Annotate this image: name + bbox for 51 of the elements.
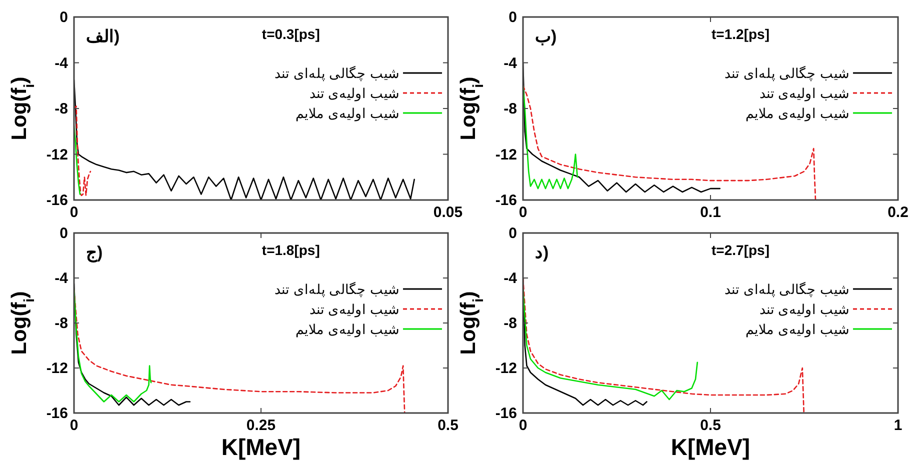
y-tick-label: -12 <box>46 146 68 164</box>
legend-label: شیب چگالی پله‌ای تند <box>274 281 400 298</box>
legend-label: شیب اولیه‌ی تند <box>309 86 400 102</box>
x-tick-label: 0.2 <box>888 204 908 221</box>
y-tick-label: -4 <box>504 270 518 287</box>
y-tick-label: -12 <box>46 360 68 377</box>
text: t=2.7[ps] <box>712 242 770 258</box>
y-tick-label: -16 <box>495 405 517 422</box>
y-tick-label: -12 <box>495 360 517 377</box>
y-tick-label: -8 <box>504 100 517 118</box>
y-tick-label: -16 <box>46 192 68 209</box>
annotation: ج) <box>86 243 103 263</box>
y-tick-label: 0 <box>508 9 517 26</box>
annotation: ب) <box>535 27 557 46</box>
annotation: الف) <box>86 27 120 46</box>
legend-label: شیب اولیه‌ی تند <box>759 86 850 102</box>
y-tick-label: -4 <box>504 54 518 72</box>
x-axis-title: K[MeV] <box>221 434 301 460</box>
line-series <box>74 106 92 196</box>
x-tick-label: 0.5 <box>438 417 458 434</box>
x-tick-label: 0.1 <box>700 204 721 221</box>
y-tick-label: 0 <box>60 225 68 242</box>
legend-label: شیب چگالی پله‌ای تند <box>274 65 400 82</box>
y-tick-label: -16 <box>46 405 68 422</box>
y-tick-label: -8 <box>504 315 517 332</box>
legend-label: شیب اولیه‌ی تند <box>759 302 850 318</box>
text: t=1.2[ps] <box>712 26 770 42</box>
y-tick-label: -8 <box>54 315 68 332</box>
legend-label: شیب اولیه‌ی تند <box>309 302 400 318</box>
legend-label: شیب اولیه‌ی ملایم <box>745 106 850 122</box>
x-axis-title: K[MeV] <box>670 434 750 460</box>
x-tick-label: 0.5 <box>700 417 721 434</box>
y-tick-label: -12 <box>495 146 517 164</box>
y-tick-label: -4 <box>54 54 69 72</box>
legend-label: شیب اولیه‌ی ملایم <box>745 322 850 338</box>
text: t=1.8[ps] <box>262 242 320 258</box>
y-tick-label: 0 <box>60 9 68 26</box>
y-tick-label: 0 <box>508 225 517 242</box>
y-tick-label: -4 <box>54 270 69 287</box>
legend-label: شیب اولیه‌ی ملایم <box>295 106 400 122</box>
annotation: د) <box>535 243 549 262</box>
legend-label: شیب چگالی پله‌ای تند <box>724 65 850 82</box>
x-tick-label: 0.05 <box>433 204 463 221</box>
y-tick-label: -8 <box>54 100 68 118</box>
legend-label: شیب چگالی پله‌ای تند <box>724 281 850 298</box>
y-tick-label: -16 <box>495 192 517 209</box>
x-tick-label: 0.25 <box>246 417 276 434</box>
text: t=0.3[ps] <box>262 26 320 42</box>
x-tick-label: 1 <box>894 417 902 434</box>
line-series <box>523 84 816 200</box>
legend-label: شیب اولیه‌ی ملایم <box>295 322 400 338</box>
